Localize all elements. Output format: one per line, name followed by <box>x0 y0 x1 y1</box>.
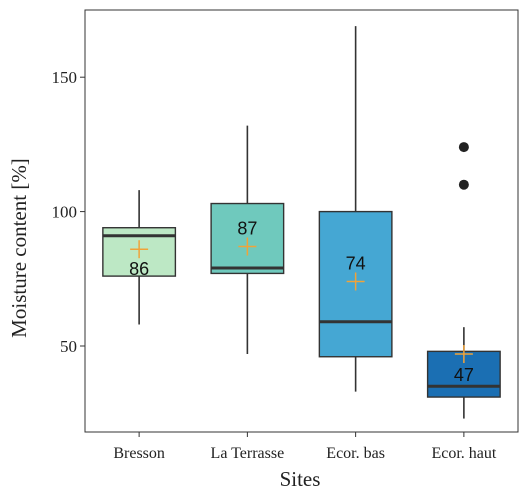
x-tick-label: Ecor. haut <box>431 445 496 462</box>
outlier-point <box>458 179 469 190</box>
plot-border <box>84 9 519 433</box>
box-group <box>102 190 177 325</box>
mean-label: 74 <box>346 253 366 273</box>
x-tick-label: Bresson <box>113 445 165 462</box>
box-group <box>426 142 501 419</box>
box-group <box>318 26 393 392</box>
x-axis-title: Sites <box>280 467 321 489</box>
y-tick-label: 100 <box>52 203 78 222</box>
x-axis: Bresson La Terrasse Ecor. bas Ecor. haut <box>113 432 497 462</box>
mean-label: 87 <box>237 219 257 239</box>
box-group <box>210 125 285 355</box>
x-tick-label: La Terrasse <box>211 445 285 462</box>
y-axis: 50 100 150 <box>52 68 85 356</box>
outlier-point <box>458 142 469 153</box>
mean-label: 47 <box>454 365 474 385</box>
y-axis-title: Moisture content [%] <box>7 158 31 338</box>
y-tick-label: 50 <box>60 337 77 356</box>
box <box>210 202 285 275</box>
y-tick-label: 150 <box>52 68 78 87</box>
plot-area: 86 87 74 47 <box>84 9 519 433</box>
mean-label: 86 <box>129 259 149 279</box>
x-tick-label: Ecor. bas <box>326 445 385 462</box>
